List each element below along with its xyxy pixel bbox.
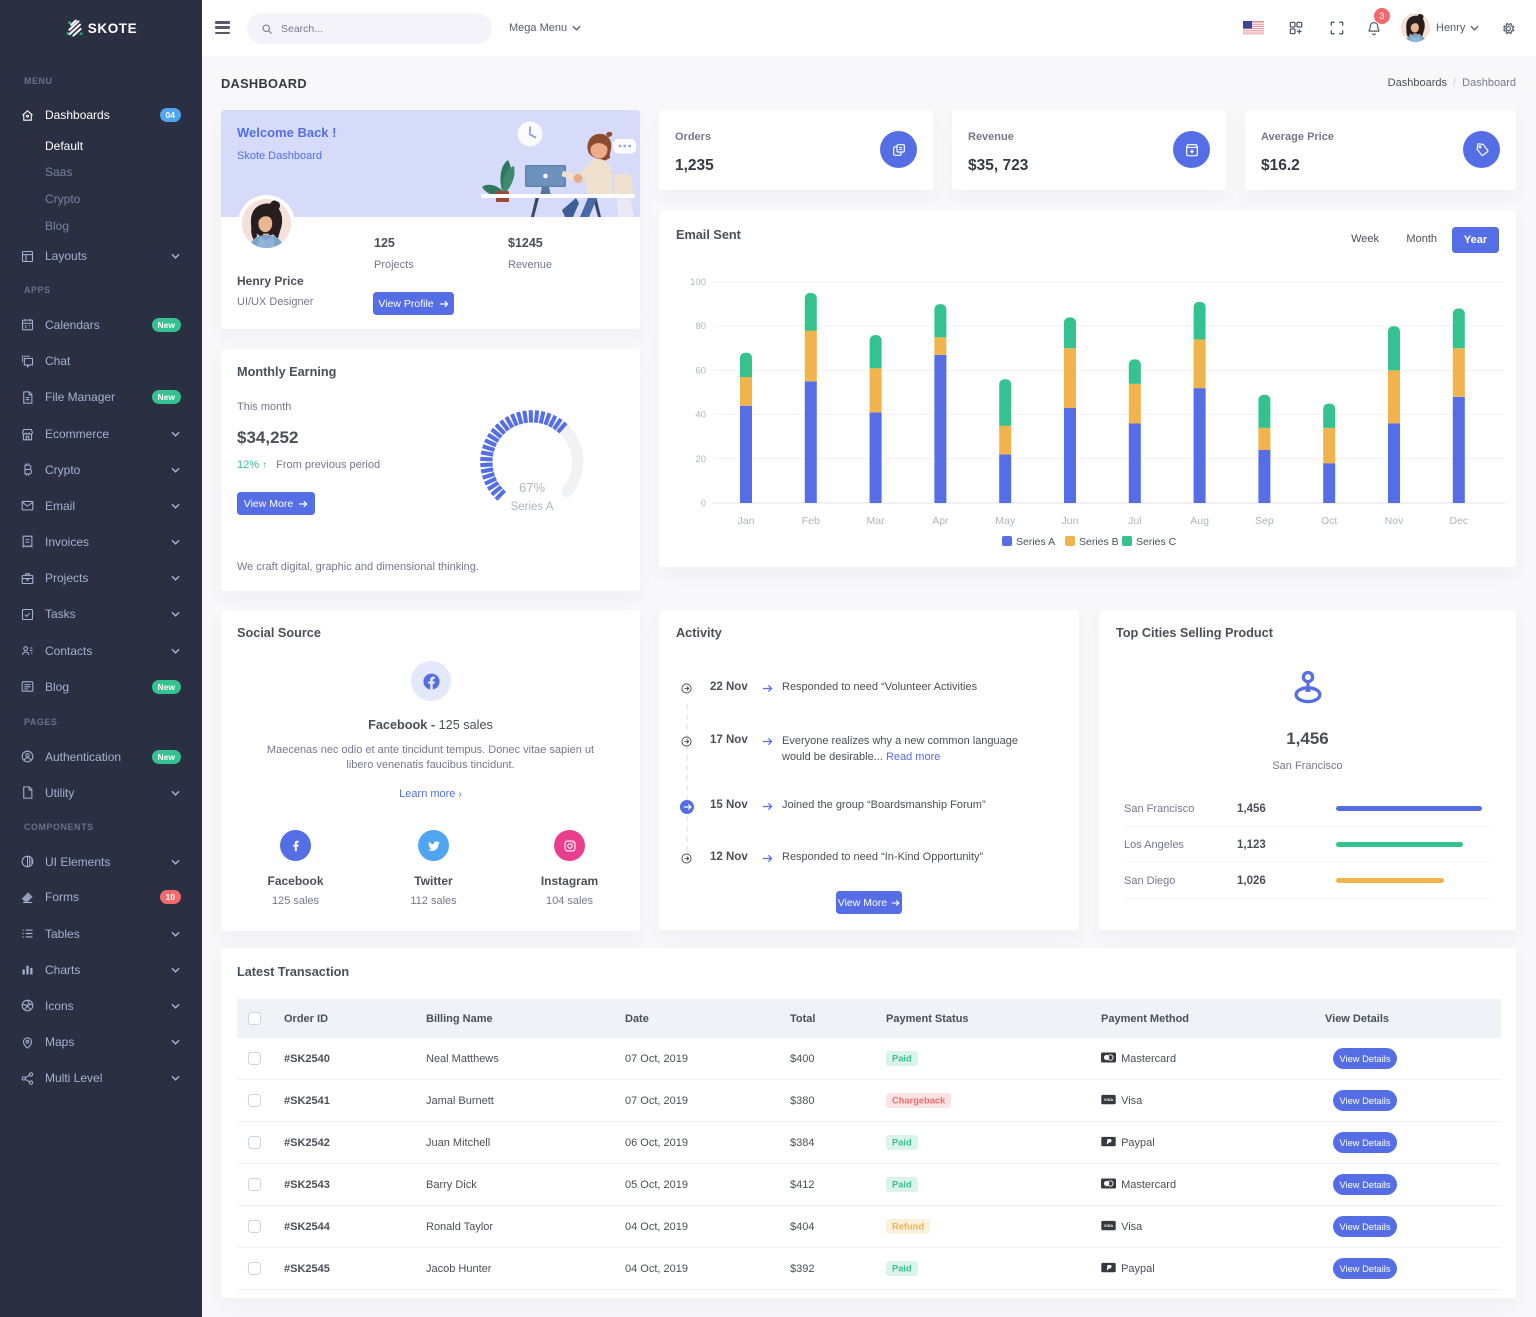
svg-text:Series C: Series C bbox=[1136, 536, 1177, 548]
svg-text:Sep: Sep bbox=[1255, 515, 1274, 527]
svg-text:Oct: Oct bbox=[1321, 515, 1337, 527]
svg-text:40: 40 bbox=[695, 410, 706, 421]
svg-text:Nov: Nov bbox=[1385, 515, 1404, 527]
svg-text:Dec: Dec bbox=[1449, 515, 1468, 527]
svg-text:20: 20 bbox=[695, 454, 706, 465]
svg-text:80: 80 bbox=[695, 321, 706, 332]
svg-text:VISA: VISA bbox=[1104, 1223, 1114, 1228]
svg-text:VISA: VISA bbox=[1104, 1097, 1114, 1102]
svg-text:Jul: Jul bbox=[1128, 515, 1141, 527]
svg-text:Series B: Series B bbox=[1079, 536, 1119, 548]
svg-text:Jun: Jun bbox=[1062, 515, 1079, 527]
svg-text:Series A: Series A bbox=[1016, 536, 1055, 548]
svg-text:Jan: Jan bbox=[738, 515, 755, 527]
svg-text:100: 100 bbox=[690, 277, 706, 288]
svg-text:Aug: Aug bbox=[1190, 515, 1209, 527]
svg-text:60: 60 bbox=[695, 365, 706, 376]
svg-text:Feb: Feb bbox=[802, 515, 820, 527]
svg-text:0: 0 bbox=[701, 498, 706, 509]
svg-text:Mar: Mar bbox=[867, 515, 886, 527]
svg-text:May: May bbox=[995, 515, 1016, 527]
svg-text:Apr: Apr bbox=[932, 515, 949, 527]
